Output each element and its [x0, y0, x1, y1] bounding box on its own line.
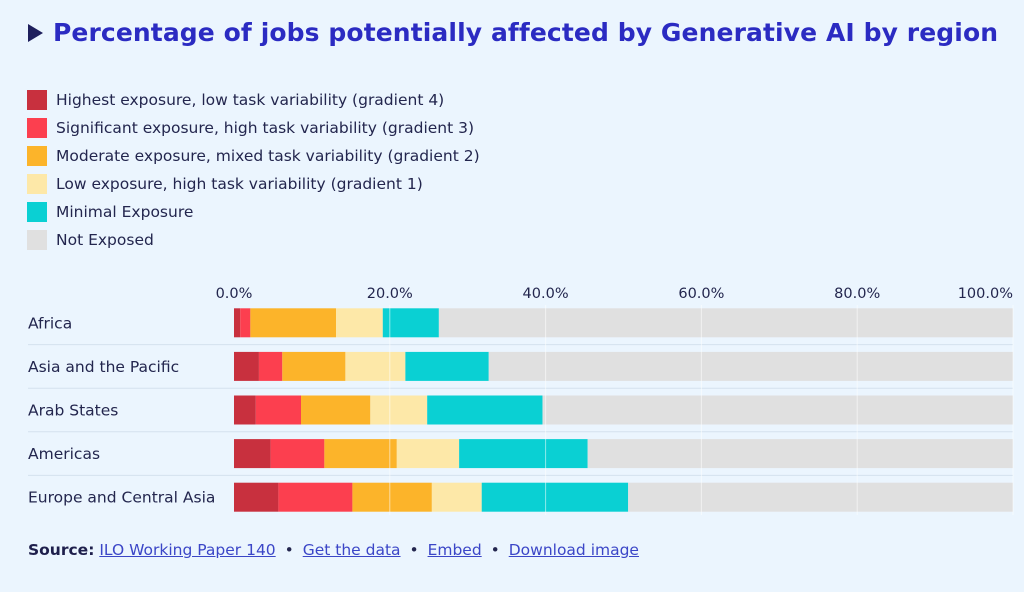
legend-swatch-gradient-4: [27, 90, 47, 110]
get-the-data-link[interactable]: Get the data: [302, 541, 401, 559]
bar-segment: [250, 308, 337, 338]
bar-segment: [459, 439, 588, 469]
category-label: Arab States: [28, 402, 118, 420]
legend-item-gradient-3: Significant exposure, high task variabil…: [27, 114, 480, 142]
bar-segment: [282, 351, 346, 381]
legend-swatch-not-exposed: [27, 230, 47, 250]
x-tick-label: 20.0%: [367, 286, 413, 302]
bar-segment: [255, 395, 301, 425]
bar-segment: [336, 308, 383, 338]
category-label: Europe and Central Asia: [28, 489, 215, 507]
legend-swatch-gradient-2: [27, 146, 47, 166]
title-arrow-icon: [28, 23, 43, 42]
x-tick-label: 40.0%: [523, 286, 569, 302]
legend-item-minimal-exposure: Minimal Exposure: [27, 198, 480, 226]
legend-item-gradient-2: Moderate exposure, mixed task variabilit…: [27, 142, 480, 170]
bar-segment: [481, 482, 629, 512]
legend-item-gradient-4: Highest exposure, low task variability (…: [27, 86, 480, 114]
legend-swatch-minimal-exposure: [27, 202, 47, 222]
bar-segment: [234, 308, 241, 338]
legend-label-gradient-2: Moderate exposure, mixed task variabilit…: [56, 147, 480, 165]
legend-label-gradient-3: Significant exposure, high task variabil…: [56, 119, 475, 137]
legend-label-minimal-exposure: Minimal Exposure: [56, 203, 194, 221]
bar-segment: [628, 482, 1013, 512]
bar-segment: [405, 351, 489, 381]
bar-segment: [258, 351, 283, 381]
bar-segment: [234, 395, 256, 425]
legend-item-not-exposed: Not Exposed: [27, 226, 480, 254]
category-label: Africa: [28, 314, 72, 332]
bar-segment: [278, 482, 353, 512]
chart-title: Percentage of jobs potentially affected …: [53, 18, 999, 47]
x-tick-label: 60.0%: [678, 286, 724, 302]
bar-segment: [587, 439, 1013, 469]
source-line: Source: ILO Working Paper 140 • Get the …: [28, 541, 639, 559]
bar-segment: [345, 351, 406, 381]
bar-segment: [240, 308, 251, 338]
download-image-link[interactable]: Download image: [508, 541, 639, 559]
chart-title-row: Percentage of jobs potentially affected …: [28, 18, 998, 47]
x-tick-label: 80.0%: [834, 286, 880, 302]
legend: Highest exposure, low task variability (…: [27, 86, 480, 254]
embed-link[interactable]: Embed: [427, 541, 482, 559]
legend-swatch-gradient-1: [27, 174, 47, 194]
bar-segment: [396, 439, 460, 469]
category-label: Americas: [28, 445, 100, 463]
legend-label-gradient-1: Low exposure, high task variability (gra…: [56, 175, 423, 193]
source-link-working-paper[interactable]: ILO Working Paper 140: [99, 541, 276, 559]
category-label: Asia and the Pacific: [28, 358, 179, 376]
bar-segment: [382, 308, 439, 338]
bar-segment: [324, 439, 397, 469]
bar-segment: [300, 395, 371, 425]
bar-segment: [234, 482, 279, 512]
bar-segment: [234, 351, 259, 381]
source-label: Source:: [28, 541, 95, 559]
bar-segment: [352, 482, 432, 512]
legend-item-gradient-1: Low exposure, high task variability (gra…: [27, 170, 480, 198]
bar-segment: [488, 351, 1013, 381]
legend-label-not-exposed: Not Exposed: [56, 231, 154, 249]
x-tick-label: 100.0%: [958, 286, 1013, 302]
source-separator: •: [409, 541, 419, 559]
bar-segment: [427, 395, 543, 425]
source-separator: •: [490, 541, 500, 559]
legend-swatch-gradient-3: [27, 118, 47, 138]
bar-segment: [542, 395, 1013, 425]
x-tick-label: 0.0%: [216, 286, 253, 302]
bar-segment: [270, 439, 325, 469]
source-separator: •: [284, 541, 294, 559]
legend-label-gradient-4: Highest exposure, low task variability (…: [56, 91, 445, 109]
bar-segment: [438, 308, 1013, 338]
bar-segment: [234, 439, 271, 469]
bar-segment: [370, 395, 428, 425]
bar-segment: [431, 482, 482, 512]
